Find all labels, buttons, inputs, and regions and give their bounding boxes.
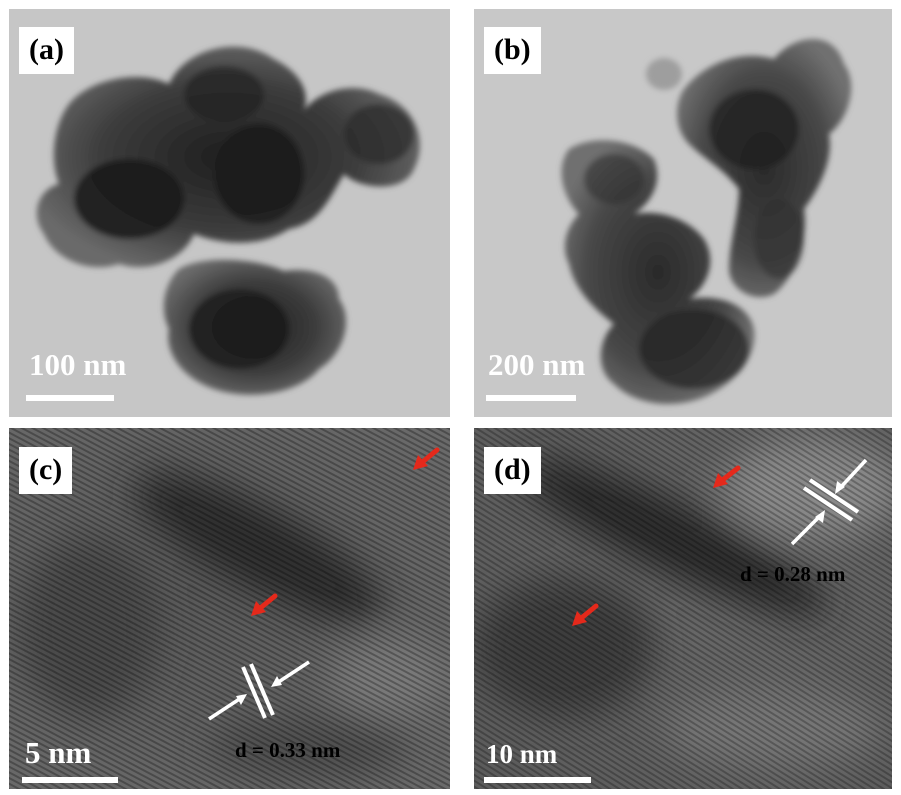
panel-label: (b) bbox=[484, 27, 541, 74]
scale-bar-label: 5 nm bbox=[25, 737, 91, 768]
panel-a: (a) 100 nm bbox=[9, 9, 450, 417]
lattice-spacing-label: d = 0.28 nm bbox=[740, 564, 845, 585]
lattice-spacing-label: d = 0.33 nm bbox=[235, 740, 340, 761]
scale-bar bbox=[484, 777, 591, 783]
scale-bar bbox=[486, 395, 576, 401]
scale-bar-label: 10 nm bbox=[486, 741, 557, 768]
scale-bar bbox=[26, 395, 114, 401]
scale-bar-label: 200 nm bbox=[488, 349, 585, 380]
panel-c: (c) d = 0.33 nm 5 nm bbox=[9, 428, 450, 789]
scale-bar bbox=[22, 777, 118, 783]
panel-label: (d) bbox=[484, 447, 541, 494]
panel-d: (d) d = 0.28 nm 10 nm bbox=[474, 428, 892, 789]
panel-b: (b) 200 nm bbox=[474, 9, 892, 417]
panel-label: (a) bbox=[19, 27, 74, 74]
scale-bar-label: 100 nm bbox=[29, 349, 126, 380]
panel-label: (c) bbox=[19, 447, 72, 494]
